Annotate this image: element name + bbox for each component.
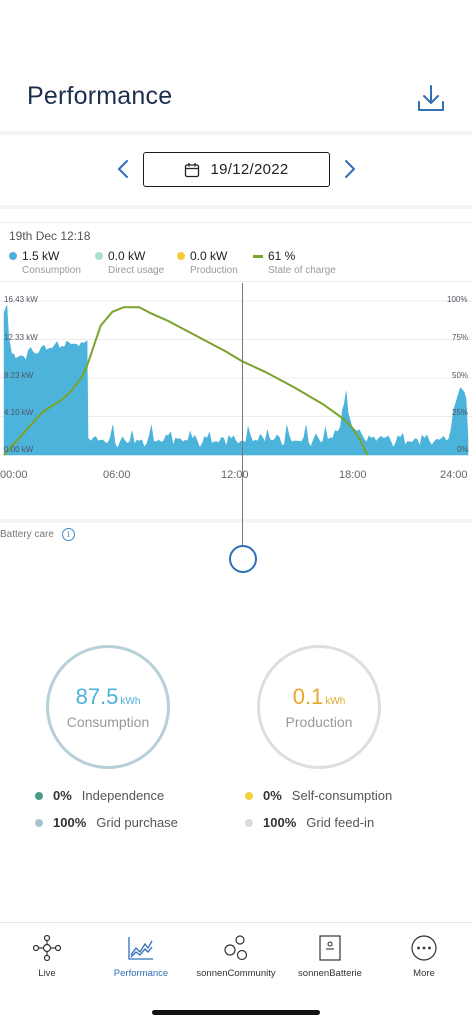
state-of-charge-line-icon bbox=[253, 254, 263, 258]
y-tick-left-3: 4.10 kW bbox=[4, 408, 34, 417]
legend-state-of-charge: 61 % State of charge bbox=[253, 249, 336, 276]
tab-performance-label: Performance bbox=[113, 968, 169, 979]
independence-label: Independence bbox=[81, 788, 165, 803]
calendar-icon bbox=[185, 162, 200, 177]
tab-more-label: More bbox=[413, 968, 435, 979]
download-icon[interactable] bbox=[414, 82, 448, 116]
x-tick-1: 06:00 bbox=[103, 469, 131, 481]
legend-direct-usage: 0.0 kW Direct usage bbox=[95, 249, 164, 276]
info-icon[interactable]: i bbox=[61, 528, 75, 541]
date-navigation: 19/12/2022 bbox=[0, 150, 472, 190]
chart-cursor-handle[interactable] bbox=[229, 545, 257, 573]
date-picker-button[interactable]: 19/12/2022 bbox=[143, 152, 330, 187]
legend-production: 0.0 kW Production bbox=[177, 249, 238, 276]
grid-purchase-label: Grid purchase bbox=[96, 815, 178, 830]
legend-state-of-charge-label: State of charge bbox=[268, 265, 336, 276]
chart-info-panel: 19th Dec 12:18 1.5 kW Consumption 0.0 kW… bbox=[0, 222, 472, 282]
y-tick-right-4: 0% bbox=[457, 445, 469, 454]
independence-percent: 0% bbox=[53, 788, 72, 803]
chevron-right-icon[interactable] bbox=[337, 157, 361, 181]
bottom-tab-bar: Live Performance sonnenCommunity sonnenB… bbox=[0, 922, 472, 1024]
tab-performance[interactable]: Performance bbox=[96, 933, 186, 993]
grid-purchase-percent: 100% bbox=[53, 815, 87, 830]
community-icon bbox=[224, 935, 248, 961]
consumption-area bbox=[3, 304, 469, 456]
tab-sonnen-community-label: sonnenCommunity bbox=[196, 968, 276, 979]
battery-device-icon bbox=[319, 935, 341, 961]
stat-grid-purchase: 100% Grid purchase bbox=[35, 815, 178, 830]
production-total-unit: kWh bbox=[325, 696, 346, 707]
legend-direct-usage-label: Direct usage bbox=[108, 265, 165, 276]
self-consumption-percent: 0% bbox=[263, 788, 282, 803]
x-tick-2: 12:00 bbox=[221, 469, 249, 481]
consumption-dot-icon bbox=[9, 252, 17, 260]
page-title: Performance bbox=[27, 82, 173, 110]
tab-sonnen-batterie[interactable]: sonnenBatterie bbox=[285, 933, 375, 993]
legend-production-label: Production bbox=[190, 265, 238, 276]
self-consumption-label: Self-consumption bbox=[291, 788, 393, 803]
consumption-total-circle: 87.5 kWh Consumption bbox=[46, 645, 170, 769]
independence-dot-icon bbox=[35, 791, 43, 800]
live-network-icon bbox=[32, 934, 62, 962]
tab-sonnen-batterie-label: sonnenBatterie bbox=[298, 968, 362, 979]
grid-feed-in-percent: 100% bbox=[263, 815, 297, 830]
grid-feed-in-dot-icon bbox=[245, 818, 253, 827]
consumption-total-value: 87.5 bbox=[75, 684, 119, 709]
legend-direct-usage-value: 0.0 kW bbox=[108, 249, 146, 263]
stat-self-consumption: 0% Self-consumption bbox=[245, 788, 392, 803]
y-tick-left-1: 12.33 kW bbox=[4, 333, 38, 342]
state-of-charge-line bbox=[3, 306, 369, 456]
y-tick-right-2: 50% bbox=[452, 371, 469, 380]
date-divider bbox=[0, 205, 472, 209]
more-dots-icon bbox=[411, 935, 437, 961]
stat-grid-feed-in: 100% Grid feed-in bbox=[245, 815, 374, 830]
production-dot-icon bbox=[177, 252, 185, 260]
grid-purchase-dot-icon bbox=[35, 818, 43, 827]
y-tick-right-3: 25% bbox=[452, 408, 469, 417]
legend-consumption-value: 1.5 kW bbox=[22, 249, 60, 263]
legend-state-of-charge-value: 61 % bbox=[268, 249, 296, 263]
tab-live-label: Live bbox=[38, 968, 56, 979]
chart-canvas bbox=[0, 300, 472, 456]
production-total-value: 0.1 bbox=[292, 684, 324, 709]
consumption-total-label: Consumption bbox=[66, 714, 150, 730]
legend-consumption-label: Consumption bbox=[22, 265, 81, 276]
header: Performance bbox=[0, 70, 472, 130]
header-divider bbox=[0, 131, 472, 135]
battery-care-label: Battery care bbox=[0, 529, 54, 540]
stat-independence: 0% Independence bbox=[35, 788, 164, 803]
y-tick-left-0: 16.43 kW bbox=[4, 295, 38, 304]
chart-divider bbox=[0, 519, 472, 523]
chart-cursor-line bbox=[242, 283, 243, 546]
y-tick-left-4: 0.00 kW bbox=[4, 445, 34, 454]
chevron-left-icon[interactable] bbox=[112, 157, 136, 181]
performance-chart-icon bbox=[128, 937, 153, 960]
x-tick-4: 24:00 bbox=[440, 469, 468, 481]
chart-timestamp: 19th Dec 12:18 bbox=[9, 229, 91, 243]
self-consumption-dot-icon bbox=[245, 791, 253, 800]
tab-live[interactable]: Live bbox=[2, 933, 92, 993]
home-indicator bbox=[152, 1010, 320, 1015]
direct-usage-dot-icon bbox=[95, 252, 103, 260]
x-tick-0: 00:00 bbox=[0, 469, 28, 481]
tab-more[interactable]: More bbox=[379, 933, 469, 993]
battery-care[interactable]: Battery care i bbox=[0, 528, 75, 541]
y-tick-right-1: 75% bbox=[452, 333, 469, 342]
y-tick-left-2: 8.23 kW bbox=[4, 371, 34, 380]
legend-production-value: 0.0 kW bbox=[190, 249, 228, 263]
legend-consumption: 1.5 kW Consumption bbox=[9, 249, 81, 276]
y-tick-right-0: 100% bbox=[447, 295, 468, 304]
tab-sonnen-community[interactable]: sonnenCommunity bbox=[191, 933, 281, 993]
production-total-label: Production bbox=[285, 714, 353, 730]
consumption-total-unit: kWh bbox=[120, 696, 141, 707]
x-tick-3: 18:00 bbox=[339, 469, 367, 481]
performance-chart[interactable]: 16.43 kW 12.33 kW 8.23 kW 4.10 kW 0.00 k… bbox=[0, 283, 472, 481]
production-total-circle: 0.1 kWh Production bbox=[257, 645, 381, 769]
date-label: 19/12/2022 bbox=[210, 161, 289, 178]
grid-feed-in-label: Grid feed-in bbox=[306, 815, 375, 830]
